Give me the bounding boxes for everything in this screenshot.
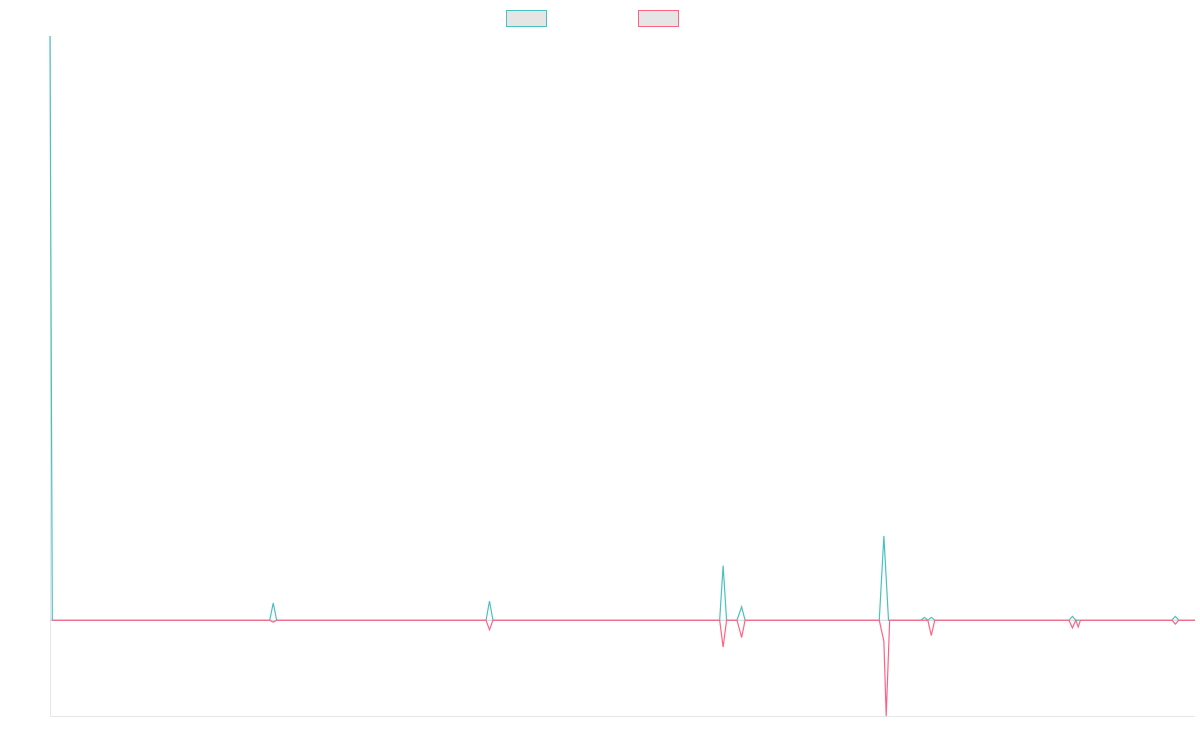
axes bbox=[50, 36, 1195, 717]
series-layer bbox=[49, 35, 1195, 717]
legend bbox=[506, 10, 679, 27]
series-line-2 bbox=[52, 618, 1195, 717]
series-line-1 bbox=[49, 35, 1195, 622]
legend-swatch-2 bbox=[638, 10, 679, 27]
legend-swatch-1 bbox=[506, 10, 547, 27]
